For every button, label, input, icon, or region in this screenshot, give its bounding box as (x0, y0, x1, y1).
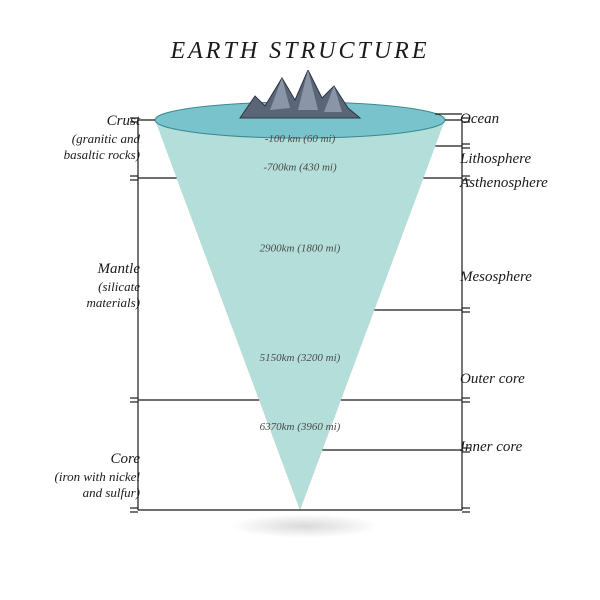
label-crust-title: Crust (30, 112, 140, 131)
label-inner-core: Inner core (460, 438, 522, 457)
label-core-title: Core (30, 450, 140, 469)
label-lithosphere: Lithosphere (460, 150, 531, 169)
label-crust-sub2: basaltic rocks) (30, 147, 140, 163)
diagram-title: EARTH STRUCTURE (0, 38, 600, 65)
label-mantle-sub1: (silicate (30, 279, 140, 295)
label-core-sub2: and sulfur) (30, 485, 140, 501)
svg-text:-100 km (60 mi): -100 km (60 mi) (265, 133, 336, 145)
label-asthenosphere: Asthenosphere (460, 174, 548, 193)
label-outer-core: Outer core (460, 370, 525, 389)
label-core-sub1: (iron with nickel (30, 469, 140, 485)
svg-text:5150km (3200 mi): 5150km (3200 mi) (260, 352, 341, 364)
svg-text:6370km (3960 mi): 6370km (3960 mi) (260, 421, 341, 433)
label-mantle: Mantle (silicate materials) (30, 260, 140, 311)
svg-text:2900km (1800 mi): 2900km (1800 mi) (260, 243, 341, 255)
label-mesosphere: Mesosphere (460, 268, 532, 287)
label-core: Core (iron with nickel and sulfur) (30, 450, 140, 501)
label-mantle-title: Mantle (30, 260, 140, 279)
label-ocean: Ocean (460, 110, 499, 129)
label-crust-sub1: (granitic and (30, 131, 140, 147)
earth-cone-diagram: -100 km (60 mi) -700km (430 mi) 2900km (18… (120, 70, 480, 550)
svg-text:-700km (430 mi): -700km (430 mi) (263, 161, 337, 173)
label-mantle-sub2: materials) (30, 295, 140, 311)
label-crust: Crust (granitic and basaltic rocks) (30, 112, 140, 163)
